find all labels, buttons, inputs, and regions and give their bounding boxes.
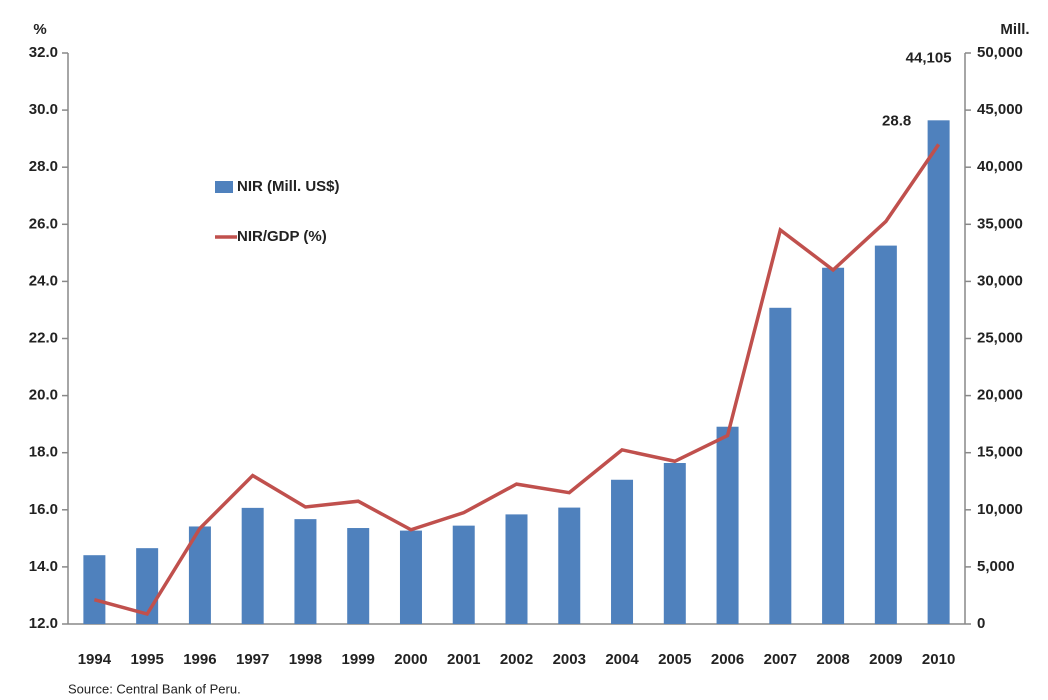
x-tick-label: 1998 bbox=[289, 651, 322, 668]
legend-swatch bbox=[215, 181, 233, 193]
bar bbox=[241, 507, 264, 624]
y2ticks-label: 0 bbox=[977, 615, 985, 632]
x-tick-label: 2008 bbox=[816, 651, 849, 668]
yticks-label: 20.0 bbox=[29, 387, 58, 404]
x-tick-label: 2000 bbox=[394, 651, 427, 668]
yticks-label: 22.0 bbox=[29, 329, 58, 346]
y2ticks-label: 10,000 bbox=[977, 501, 1023, 518]
bar bbox=[822, 267, 845, 624]
bar bbox=[452, 525, 475, 624]
yticks-label: 28.0 bbox=[29, 158, 58, 175]
y2ticks-label: 20,000 bbox=[977, 387, 1023, 404]
y2ticks-label: 15,000 bbox=[977, 444, 1023, 461]
bar bbox=[188, 526, 211, 624]
yticks-label: 24.0 bbox=[29, 272, 58, 289]
y-axis-label: % bbox=[33, 21, 46, 38]
x-tick-label: 1996 bbox=[183, 651, 216, 668]
yticks-label: 14.0 bbox=[29, 558, 58, 575]
yticks-label: 26.0 bbox=[29, 215, 58, 232]
bar bbox=[505, 514, 528, 624]
value-label: 44,105 bbox=[906, 49, 952, 66]
x-tick-label: 2009 bbox=[869, 651, 902, 668]
x-tick-label: 2007 bbox=[764, 651, 797, 668]
bar bbox=[769, 307, 792, 624]
bar bbox=[927, 120, 950, 625]
value-label: 28.8 bbox=[882, 112, 911, 129]
bar bbox=[874, 245, 897, 624]
yticks-label: 32.0 bbox=[29, 44, 58, 61]
x-tick-label: 2005 bbox=[658, 651, 691, 668]
bar bbox=[716, 426, 739, 624]
yticks-label: 30.0 bbox=[29, 101, 58, 118]
x-tick-label: 2006 bbox=[711, 651, 744, 668]
y2ticks-label: 5,000 bbox=[977, 558, 1015, 575]
source-note: Source: Central Bank of Peru. bbox=[68, 681, 241, 696]
y2ticks-label: 30,000 bbox=[977, 272, 1023, 289]
y2ticks-label: 35,000 bbox=[977, 215, 1023, 232]
bar bbox=[663, 463, 686, 624]
bar bbox=[558, 507, 581, 624]
x-tick-label: 1995 bbox=[130, 651, 163, 668]
legend-label: NIR/GDP (%) bbox=[237, 228, 327, 245]
x-tick-label: 2002 bbox=[500, 651, 533, 668]
x-tick-label: 2004 bbox=[605, 651, 639, 668]
yticks-label: 16.0 bbox=[29, 501, 58, 518]
line bbox=[93, 143, 941, 617]
bar bbox=[347, 528, 370, 624]
x-tick-label: 2010 bbox=[922, 651, 955, 668]
y2ticks-label: 50,000 bbox=[977, 44, 1023, 61]
x-tick-label: 1997 bbox=[236, 651, 269, 668]
x-tick-label: 2003 bbox=[553, 651, 586, 668]
y2-axis-label: Mill. bbox=[1000, 21, 1029, 38]
x-tick-label: 1994 bbox=[78, 651, 112, 668]
yticks-label: 12.0 bbox=[29, 615, 58, 632]
bar bbox=[294, 519, 317, 624]
bar bbox=[611, 479, 634, 624]
bar bbox=[399, 530, 422, 624]
x-tick-label: 1999 bbox=[342, 651, 375, 668]
legend-label: NIR (Mill. US$) bbox=[237, 178, 340, 195]
y2ticks-label: 25,000 bbox=[977, 329, 1023, 346]
yticks-label: 18.0 bbox=[29, 444, 58, 461]
x-tick-label: 2001 bbox=[447, 651, 480, 668]
y2ticks-label: 40,000 bbox=[977, 158, 1023, 175]
bar bbox=[83, 555, 106, 624]
y2ticks-label: 45,000 bbox=[977, 101, 1023, 118]
